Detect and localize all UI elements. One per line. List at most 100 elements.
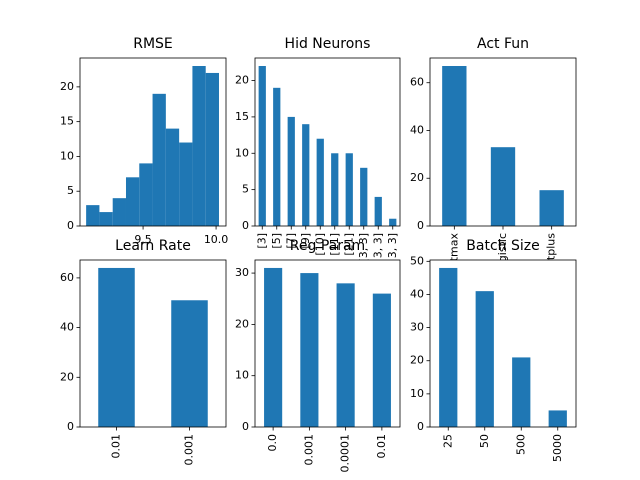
bar [171,300,208,427]
histogram-bar [165,128,180,226]
y-tick-label: 20 [235,74,249,87]
bar [302,124,310,226]
subplot-title: Hid Neurons [285,36,371,52]
x-tick-label: 0.0 [266,434,279,452]
bar [98,267,135,427]
bar [336,283,355,427]
bar [442,66,467,226]
y-tick-label: 20 [235,317,249,330]
x-tick-label: 50 [478,434,491,448]
y-tick-label: 0 [67,219,74,232]
x-tick-label: 0.001 [302,434,315,466]
axes-frame [429,259,577,428]
histogram-bar [112,198,126,226]
x-tick-label: 0.01 [375,434,388,459]
bar [273,87,281,227]
bar [490,147,516,226]
y-tick-label: 15 [60,115,74,128]
histogram-bar [86,205,100,226]
y-tick-label: 10 [235,146,249,159]
subplot-title: Learn Rate [115,238,191,254]
bar [539,190,564,226]
x-tick-label: [9] [299,233,312,249]
x-tick-label: 5000 [551,434,564,462]
x-tick-label: 25 [441,434,454,448]
histogram-bar [139,163,153,226]
bar [374,196,382,226]
histogram-bar [179,142,193,226]
subplot: Reg Param 0 10 20 30 0.0 0.001 0.0001 0.01 [235,238,401,473]
y-tick-label: 10 [235,369,249,382]
bar [258,66,266,226]
y-tick-label: 30 [235,266,249,279]
bar [475,291,494,427]
subplot-title: Reg Param [290,238,365,254]
axes-frame [79,259,227,428]
bar [360,167,368,226]
y-tick-label: 0 [417,420,424,433]
subplot-title: Batch Size [466,238,539,254]
subplot: Learn Rate 0 20 40 60 0.01 0.001 [60,238,227,466]
y-tick-label: 5 [242,183,249,196]
y-tick-label: 60 [410,76,424,89]
y-tick-label: 20 [410,354,424,367]
y-tick-label: 15 [235,110,249,123]
bar [331,153,339,226]
histogram-bar [125,177,140,226]
x-tick-label: 9.5 [134,233,152,246]
y-tick-label: 5 [67,184,74,197]
y-tick-label: 0 [242,420,249,433]
bar [372,293,391,427]
histogram-bar [99,212,113,226]
x-tick-label: 0.001 [183,434,196,466]
x-tick-label: [10] [313,233,326,256]
subplot-title: Act Fun [477,36,529,52]
bar [264,267,283,427]
axes-frame [254,259,401,428]
axes-frame [79,57,227,227]
y-tick-label: 20 [60,80,74,93]
x-tick-label: 0.0001 [339,434,352,473]
bar [287,116,295,226]
subplot: RMSE 0 5 10 15 20 9.5 10.0 [60,36,228,246]
histogram-bar [152,93,166,227]
x-tick-label: [11] [328,233,341,256]
bar [316,138,324,226]
y-tick-label: 30 [410,321,424,334]
y-tick-label: 40 [410,123,424,136]
bar [300,273,319,427]
x-tick-label: [5] [270,233,283,249]
y-tick-label: 10 [410,387,424,400]
x-tick-label: 500 [514,434,527,455]
y-tick-label: 50 [410,254,424,267]
subplot-title: RMSE [133,36,173,52]
subplot: Batch Size 0 10 20 30 40 50 25 50 500 5000 [410,238,577,462]
y-tick-label: 40 [410,287,424,300]
axes-frame [254,57,401,227]
x-tick-label: 0.01 [110,434,123,459]
bar [548,410,567,427]
y-tick-label: 0 [242,219,249,232]
x-tick-label: [21] [342,233,355,256]
y-tick-label: 10 [60,149,74,162]
y-tick-label: 20 [60,370,74,383]
y-tick-label: 0 [67,420,74,433]
bar [512,357,531,427]
bar [345,153,353,226]
x-tick-label: [7] [284,233,297,249]
x-tick-label: 10.0 [204,233,229,246]
y-tick-label: 0 [417,219,424,232]
axes-frame [429,57,577,227]
y-tick-label: 40 [60,321,74,334]
bar [389,218,397,226]
y-tick-label: 60 [60,271,74,284]
x-tick-label: [3] [255,233,268,249]
y-tick-label: 20 [410,171,424,184]
bar [439,267,458,427]
x-tick-label: [3, 3] [357,233,370,263]
histogram-bar [192,66,206,226]
histogram-bar [205,72,219,227]
